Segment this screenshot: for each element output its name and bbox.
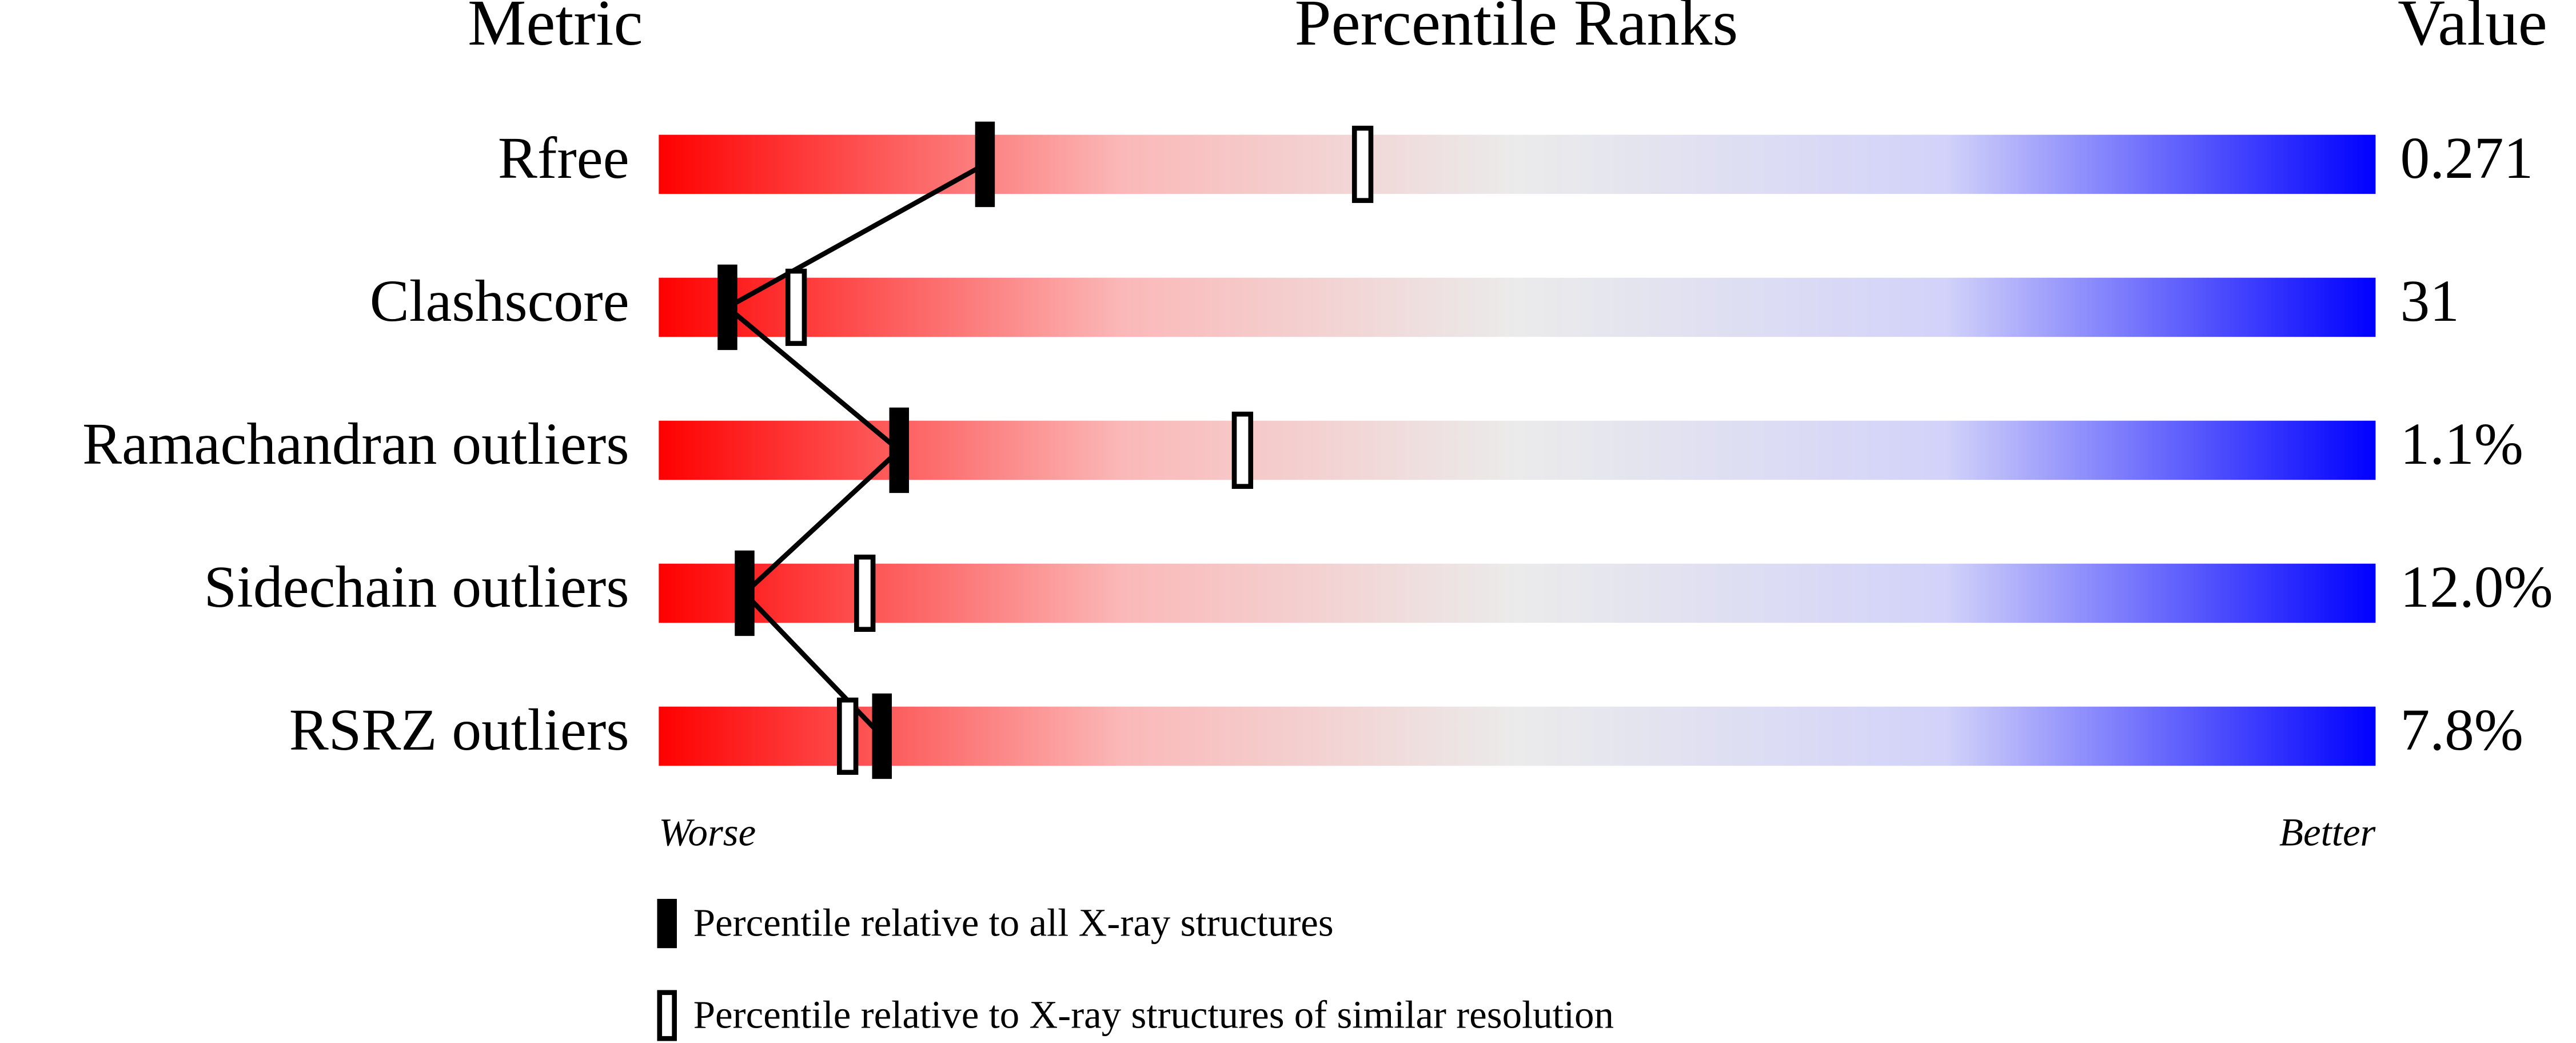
- metric-label: Sidechain outliers: [204, 555, 629, 620]
- metric-label: Rfree: [498, 126, 629, 191]
- legend-label: Percentile relative to X-ray structures …: [693, 993, 1614, 1037]
- legend-swatch: [657, 898, 677, 949]
- rank-marker-all: [735, 550, 755, 636]
- metric-value: 1.1%: [2400, 412, 2523, 477]
- legend-label: Percentile relative to all X-ray structu…: [693, 901, 1334, 945]
- better-label: Better: [2279, 811, 2376, 854]
- metric-value: 7.8%: [2400, 698, 2523, 763]
- rank-marker-similar: [837, 697, 859, 775]
- rank-marker-all: [975, 121, 995, 208]
- percentile-bar: [659, 277, 2376, 337]
- percentile-bar: [659, 420, 2376, 480]
- metric-value: 12.0%: [2400, 555, 2553, 620]
- metric-label: Clashscore: [370, 269, 629, 334]
- percentile-header: Percentile Ranks: [1295, 0, 1738, 59]
- rank-marker-similar: [1231, 411, 1254, 489]
- worse-label: Worse: [659, 811, 756, 854]
- rank-marker-all: [889, 407, 910, 493]
- percentile-bar: [659, 706, 2376, 766]
- value-header: Value: [2398, 0, 2547, 59]
- rank-marker-all: [872, 693, 892, 779]
- rank-marker-all: [717, 264, 737, 351]
- legend-swatch: [657, 990, 677, 1041]
- metric-label: RSRZ outliers: [289, 698, 629, 763]
- metric-value: 0.271: [2400, 126, 2534, 191]
- metric-value: 31: [2400, 269, 2459, 334]
- rank-marker-similar: [854, 554, 876, 632]
- percentile-bar: [659, 134, 2376, 194]
- metric-header: Metric: [468, 0, 643, 59]
- metric-label: Ramachandran outliers: [82, 412, 629, 477]
- rank-marker-similar: [1351, 125, 1374, 203]
- rank-marker-similar: [785, 268, 807, 346]
- percentile-bar: [659, 563, 2376, 623]
